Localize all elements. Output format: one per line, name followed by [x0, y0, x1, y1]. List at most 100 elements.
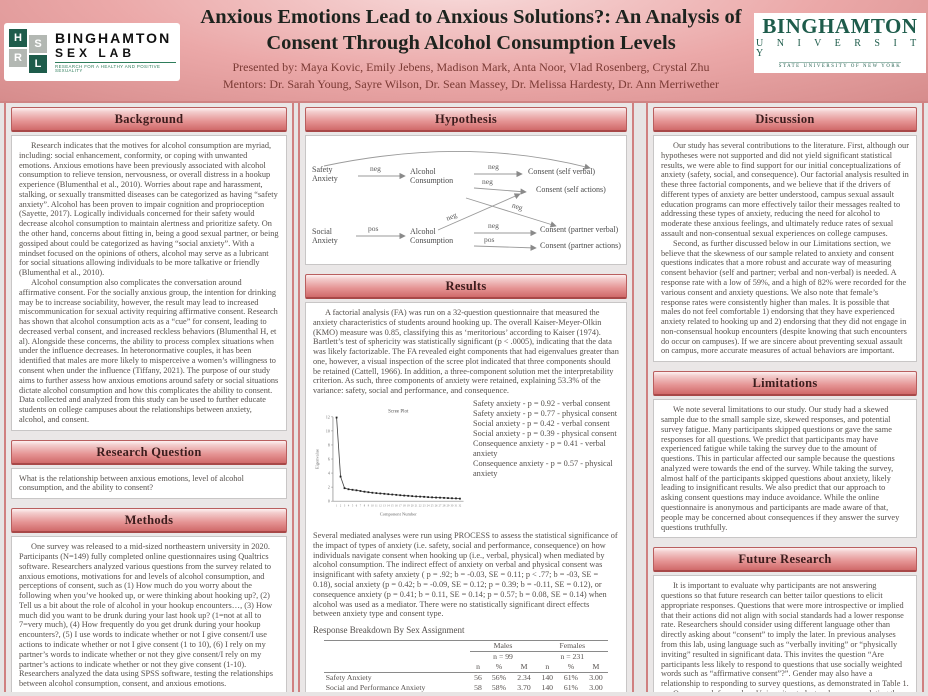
row-label: Safety Anxiety — [325, 673, 372, 683]
x-tick-label: 5 — [352, 505, 354, 508]
x-tick-label: 11 — [375, 505, 378, 508]
poster-title: Anxious Emotions Lead to Anxious Solutio… — [200, 6, 742, 54]
scree-point — [355, 489, 358, 492]
scree-point — [407, 494, 410, 497]
future-research-section: Future Research It is important to evalu… — [653, 547, 917, 692]
future-research-paragraph-1: It is important to evaluate why particip… — [661, 581, 909, 689]
table-empty-cell — [324, 651, 470, 662]
scree-point — [359, 490, 362, 492]
x-tick-label: 32 — [459, 505, 462, 508]
row-cell: 140 — [541, 683, 553, 692]
scree-point — [419, 495, 422, 498]
scree-title: Scree Plot — [388, 409, 409, 414]
sexlab-name-line1: BINGHAMTON — [55, 29, 172, 46]
future-research-paragraph-2: Our research focused on University stude… — [661, 689, 909, 692]
limitations-header: Limitations — [653, 371, 917, 397]
x-tick-label: 23 — [423, 505, 426, 508]
x-tick-label: 2 — [340, 505, 342, 508]
sexlab-name-line2: SEX LAB — [55, 45, 136, 60]
future-research-header: Future Research — [653, 547, 917, 573]
scree-point — [431, 496, 433, 499]
results-paragraph-2: Several mediated analyses were run using… — [313, 531, 618, 619]
right-column: Discussion Our study has several contrib… — [646, 103, 924, 692]
results-body: A factorial analysis (FA) was run on a 3… — [305, 302, 627, 692]
y-tick-label: 2 — [328, 486, 330, 490]
node-safety-anxiety: Safety Anxiety — [312, 165, 338, 183]
scree-point — [339, 475, 342, 478]
scree-xlabel: Component Number — [380, 512, 417, 517]
middle-column: Hypothesis — [298, 103, 634, 692]
y-tick-label: 12 — [326, 415, 330, 419]
finding-item-6: Consequence anxiety - p = 0.57 - physica… — [473, 458, 613, 478]
results-section: Results A factorial analysis (FA) was ru… — [305, 274, 627, 692]
presented-by-line: Presented by: Maya Kovic, Emily Jebens, … — [232, 60, 710, 75]
scree-point — [455, 497, 457, 500]
methods-body: One survey was released to a mid-sized n… — [11, 536, 287, 692]
node-social-anxiety: Social Anxiety — [312, 227, 338, 245]
x-tick-label: 1 — [336, 505, 338, 508]
hypothesis-header: Hypothesis — [305, 107, 627, 132]
x-tick-label: 27 — [439, 505, 442, 508]
table-title: Response Breakdown By Sex Assignment — [313, 625, 465, 636]
scree-point — [443, 497, 445, 499]
scree-point — [379, 492, 382, 495]
scree-point — [399, 494, 402, 497]
research-question-body: What is the relationship between anxious… — [11, 467, 287, 500]
scree-point — [335, 416, 338, 419]
row-label: Social and Performance Anxiety — [325, 683, 426, 692]
university-name: BINGHAMTON — [762, 14, 918, 39]
findings-list: Safety anxiety - p = 0.92 - verbal conse… — [473, 399, 619, 529]
scree-point — [351, 488, 354, 491]
scree-point — [423, 495, 426, 498]
sexlab-logo-icon: H S R L — [8, 27, 50, 77]
scree-point — [435, 496, 437, 499]
hypothesis-arrows — [323, 151, 591, 251]
research-question-text: What is the relationship between anxious… — [19, 473, 244, 493]
x-tick-label: 26 — [435, 505, 438, 508]
mentors-line: Mentors: Dr. Sarah Young, Sayre Wilson, … — [222, 76, 719, 91]
scree-point — [439, 496, 441, 499]
group-n-1: n = 99 — [493, 652, 513, 662]
row-cell: 3.70 — [517, 683, 531, 692]
background-paragraph-2: Alcohol consumption also complicates the… — [19, 277, 279, 424]
finding-item-2: Safety anxiety - p = 0.77 - physical con… — [473, 408, 618, 418]
group-header-males: Males — [469, 639, 537, 652]
edge-label-neg-3: neg — [482, 177, 493, 186]
col-header-2: % — [486, 661, 512, 673]
research-question-section: Research Question What is the relationsh… — [11, 439, 287, 500]
methods-text: One survey was released to a mid-sized n… — [19, 542, 273, 689]
hypothesis-diagram: Safety Anxiety Alcohol Consumption Conse… — [305, 135, 627, 265]
sexlab-tagline: RESEARCH FOR A HEALTHY AND POSITIVE SEXU… — [55, 61, 176, 74]
x-tick-label: 13 — [383, 505, 386, 508]
x-tick-label: 17 — [399, 505, 402, 508]
col-header-1: n — [469, 661, 487, 673]
x-tick-label: 4 — [348, 505, 350, 508]
x-tick-label: 8 — [364, 505, 366, 508]
results-header: Results — [305, 274, 627, 299]
limitations-body: We note several limitations to our study… — [653, 399, 917, 539]
table-row: Safety Anxiety 56 56% 2.34 140 61% 3.00 — [324, 672, 609, 683]
scree-point — [371, 491, 374, 494]
finding-item-4: Social anxiety - p = 0.39 - physical con… — [473, 428, 617, 438]
scree-point — [367, 491, 370, 494]
y-tick-label: 8 — [328, 443, 330, 447]
row-cell: 56% — [491, 673, 507, 683]
background-paragraph-1: Research indicates that the motives for … — [19, 141, 279, 278]
x-tick-label: 14 — [387, 505, 390, 508]
limitations-section: Limitations We note several limitations … — [653, 371, 917, 539]
logo-tile-l: L — [29, 55, 47, 73]
research-question-header: Research Question — [11, 439, 287, 465]
y-tick-label: 6 — [328, 457, 330, 461]
x-tick-label: 22 — [419, 505, 422, 508]
x-tick-label: 3 — [344, 505, 346, 508]
x-tick-label: 19 — [407, 505, 410, 508]
table-empty-cell — [323, 661, 470, 673]
scree-point — [411, 495, 414, 498]
discussion-section: Discussion Our study has several contrib… — [653, 107, 917, 363]
scree-point — [347, 488, 350, 491]
scree-ylabel: Eigenvalue — [314, 449, 319, 469]
limitations-text: We note several limitations to our study… — [661, 405, 900, 532]
university-tagline: STATE UNIVERSITY OF NEW YORK — [778, 62, 902, 70]
x-tick-label: 25 — [431, 505, 434, 508]
scree-point — [383, 492, 386, 495]
